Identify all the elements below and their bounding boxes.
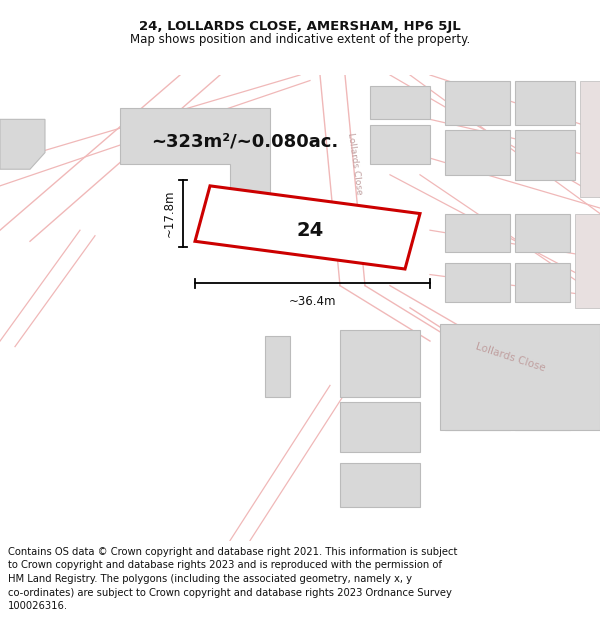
Text: 24: 24 [296, 221, 323, 240]
Text: ~17.8m: ~17.8m [163, 190, 176, 238]
Polygon shape [445, 131, 510, 175]
Polygon shape [445, 347, 510, 386]
Polygon shape [445, 391, 510, 430]
Polygon shape [515, 214, 570, 253]
Polygon shape [370, 86, 430, 119]
Polygon shape [515, 131, 575, 181]
Polygon shape [515, 81, 575, 125]
Text: Contains OS data © Crown copyright and database right 2021. This information is : Contains OS data © Crown copyright and d… [8, 547, 457, 611]
Polygon shape [340, 402, 420, 452]
Text: ~36.4m: ~36.4m [289, 294, 336, 308]
Text: Lollards Close: Lollards Close [346, 132, 364, 196]
Polygon shape [340, 463, 420, 508]
Text: ~323m²/~0.080ac.: ~323m²/~0.080ac. [151, 132, 338, 151]
Text: Lollards Close: Lollards Close [474, 342, 546, 374]
Polygon shape [120, 108, 270, 197]
Polygon shape [370, 125, 430, 164]
Text: 24, LOLLARDS CLOSE, AMERSHAM, HP6 5JL: 24, LOLLARDS CLOSE, AMERSHAM, HP6 5JL [139, 20, 461, 33]
Polygon shape [580, 81, 600, 197]
Polygon shape [195, 186, 420, 269]
Polygon shape [515, 347, 570, 386]
Polygon shape [445, 264, 510, 302]
Polygon shape [445, 81, 510, 125]
Polygon shape [265, 336, 290, 396]
Polygon shape [440, 324, 600, 430]
Polygon shape [515, 264, 570, 302]
Polygon shape [0, 119, 45, 169]
Text: Map shows position and indicative extent of the property.: Map shows position and indicative extent… [130, 32, 470, 46]
Polygon shape [340, 330, 420, 396]
Polygon shape [445, 214, 510, 253]
Polygon shape [515, 391, 570, 430]
Polygon shape [575, 214, 600, 308]
